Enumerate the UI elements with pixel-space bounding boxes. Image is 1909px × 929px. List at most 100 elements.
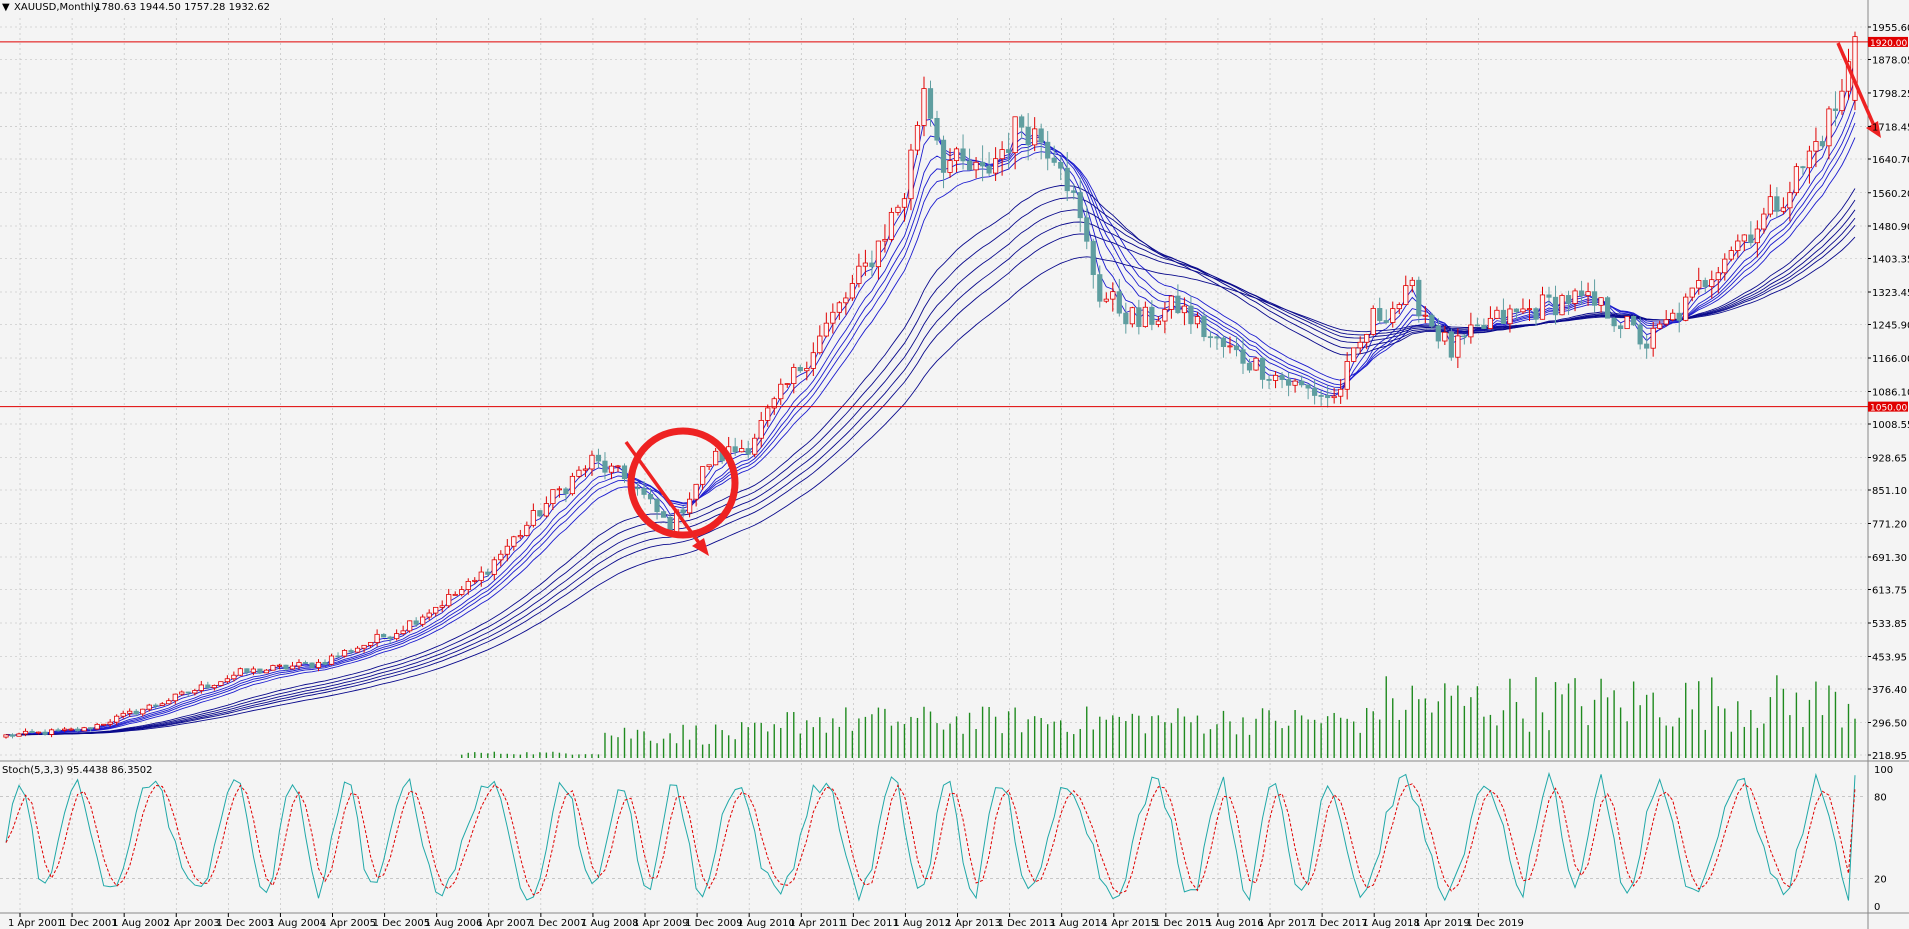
bull-candle-body (394, 633, 400, 640)
bull-candle-body (465, 580, 471, 590)
bull-candle-body (1468, 324, 1474, 338)
bull-candle-body (420, 616, 426, 625)
bull-candle-body (354, 647, 361, 653)
bull-candle-body (1292, 380, 1298, 386)
bear-candle-body (1305, 384, 1311, 389)
bear-candle-body (986, 165, 992, 174)
bear-candle-body (1552, 296, 1559, 316)
horizontal-levels[interactable]: 1920.00 1050.00 (0, 36, 1908, 414)
bear-candle-body (75, 728, 81, 732)
bull-candle-body (1272, 374, 1279, 381)
bear-candle-body (1006, 149, 1012, 154)
bear-candle-body (1500, 309, 1507, 325)
bull-candle-body (1761, 213, 1767, 230)
bear-candle-body (1285, 379, 1292, 386)
bull-candle-body (341, 650, 348, 657)
bull-candle-body (68, 728, 74, 731)
time-tick-label: 1 Dec 2007 (529, 918, 587, 929)
time-tick-label: 1 Dec 2017 (1310, 918, 1368, 929)
bull-candle-body (1129, 307, 1135, 325)
price-tick-label: 1323.45 (1872, 288, 1909, 299)
bear-candle-body (1383, 320, 1389, 323)
bear-candle-body (88, 727, 94, 730)
volume-bars (461, 675, 1856, 758)
bear-candle-body (335, 655, 341, 658)
bear-candle-body (322, 661, 328, 665)
bear-candle-body (1077, 192, 1083, 219)
menu-triangle-icon[interactable]: ▼ (2, 2, 10, 13)
bull-candle-body (1852, 36, 1858, 101)
time-tick-label: 1 Dec 2009 (685, 918, 743, 929)
bear-candle-body (55, 729, 61, 732)
time-tick-label: 1 Dec 2003 (216, 918, 274, 929)
time-tick-label: 1 Apr 2011 (789, 918, 844, 929)
bull-candle-body (446, 594, 452, 607)
bear-candle-body (1279, 374, 1285, 380)
bull-candle-body (687, 498, 693, 514)
bull-candle-body (1767, 196, 1773, 215)
bull-candle-body (224, 678, 230, 683)
bull-candle-body (1709, 279, 1715, 287)
bear-candle-body (1631, 315, 1637, 326)
bull-candle-body (1409, 279, 1415, 287)
time-tick-label: 1 Dec 2001 (60, 918, 118, 929)
bull-candle-body (1351, 347, 1357, 362)
bull-candle-body (1494, 309, 1500, 319)
bull-candle-body (1181, 305, 1188, 314)
bear-candle-body (869, 262, 875, 268)
bear-candle-body (42, 731, 48, 735)
bear-candle-body (1097, 274, 1103, 302)
price-tick-label: 851.10 (1872, 486, 1907, 497)
bull-candle-body (713, 450, 719, 466)
bull-candle-body (120, 712, 126, 717)
bear-candle-body (1240, 349, 1246, 364)
bull-candle-body (556, 488, 562, 491)
bear-candle-body (595, 454, 602, 462)
bear-candle-body (1318, 395, 1324, 397)
bull-candle-body (35, 731, 42, 734)
bull-candle-body (140, 708, 146, 715)
bull-candle-body (192, 690, 198, 694)
bear-candle-body (654, 498, 660, 513)
bear-candle-body (1025, 126, 1031, 146)
bull-candle-body (882, 239, 888, 242)
bull-candle-body (400, 630, 406, 634)
bull-candle-body (888, 212, 895, 240)
bull-candle-body (1110, 291, 1116, 300)
bull-candle-body (1162, 309, 1168, 322)
bull-candle-body (1364, 333, 1370, 343)
bear-candle-body (9, 734, 16, 737)
bear-candle-body (1038, 128, 1044, 143)
bull-candle-body (491, 559, 497, 575)
down-arrow-annotation-right-head (1866, 121, 1881, 138)
bull-candle-body (576, 469, 582, 477)
bull-candle-body (1103, 298, 1109, 302)
bear-candle-body (302, 662, 309, 664)
bear-candle-body (1644, 343, 1650, 349)
bull-candle-body (1338, 388, 1344, 397)
bull-candle-body (817, 335, 823, 354)
bull-candle-body (374, 633, 380, 643)
bull-candle-body (908, 149, 914, 200)
ohlc-values: 1780.63 1944.50 1757.28 1932.62 (95, 2, 270, 13)
bear-candle-body (1435, 325, 1441, 342)
level-price-tag (1868, 401, 1908, 412)
bull-candle-body (296, 662, 302, 667)
bull-candle-body (739, 448, 745, 453)
bull-candle-body (1670, 312, 1676, 321)
bear-candle-body (29, 730, 35, 733)
bull-candle-body (478, 571, 484, 581)
bull-candle-body (1826, 108, 1832, 147)
bull-candle-body (22, 730, 29, 735)
bull-candle-body (1032, 128, 1038, 146)
stoch-indicator-label: Stoch(5,3,3) 95.4438 86.3502 (2, 765, 153, 776)
bear-candle-body (381, 633, 387, 638)
price-tick-label: 296.50 (1872, 718, 1907, 729)
bear-candle-body (1481, 324, 1487, 329)
bull-candle-body (289, 665, 296, 670)
price-tick-label: 1878.05 (1872, 56, 1909, 67)
bull-candle-body (146, 704, 152, 710)
bull-candle-body (172, 693, 178, 702)
